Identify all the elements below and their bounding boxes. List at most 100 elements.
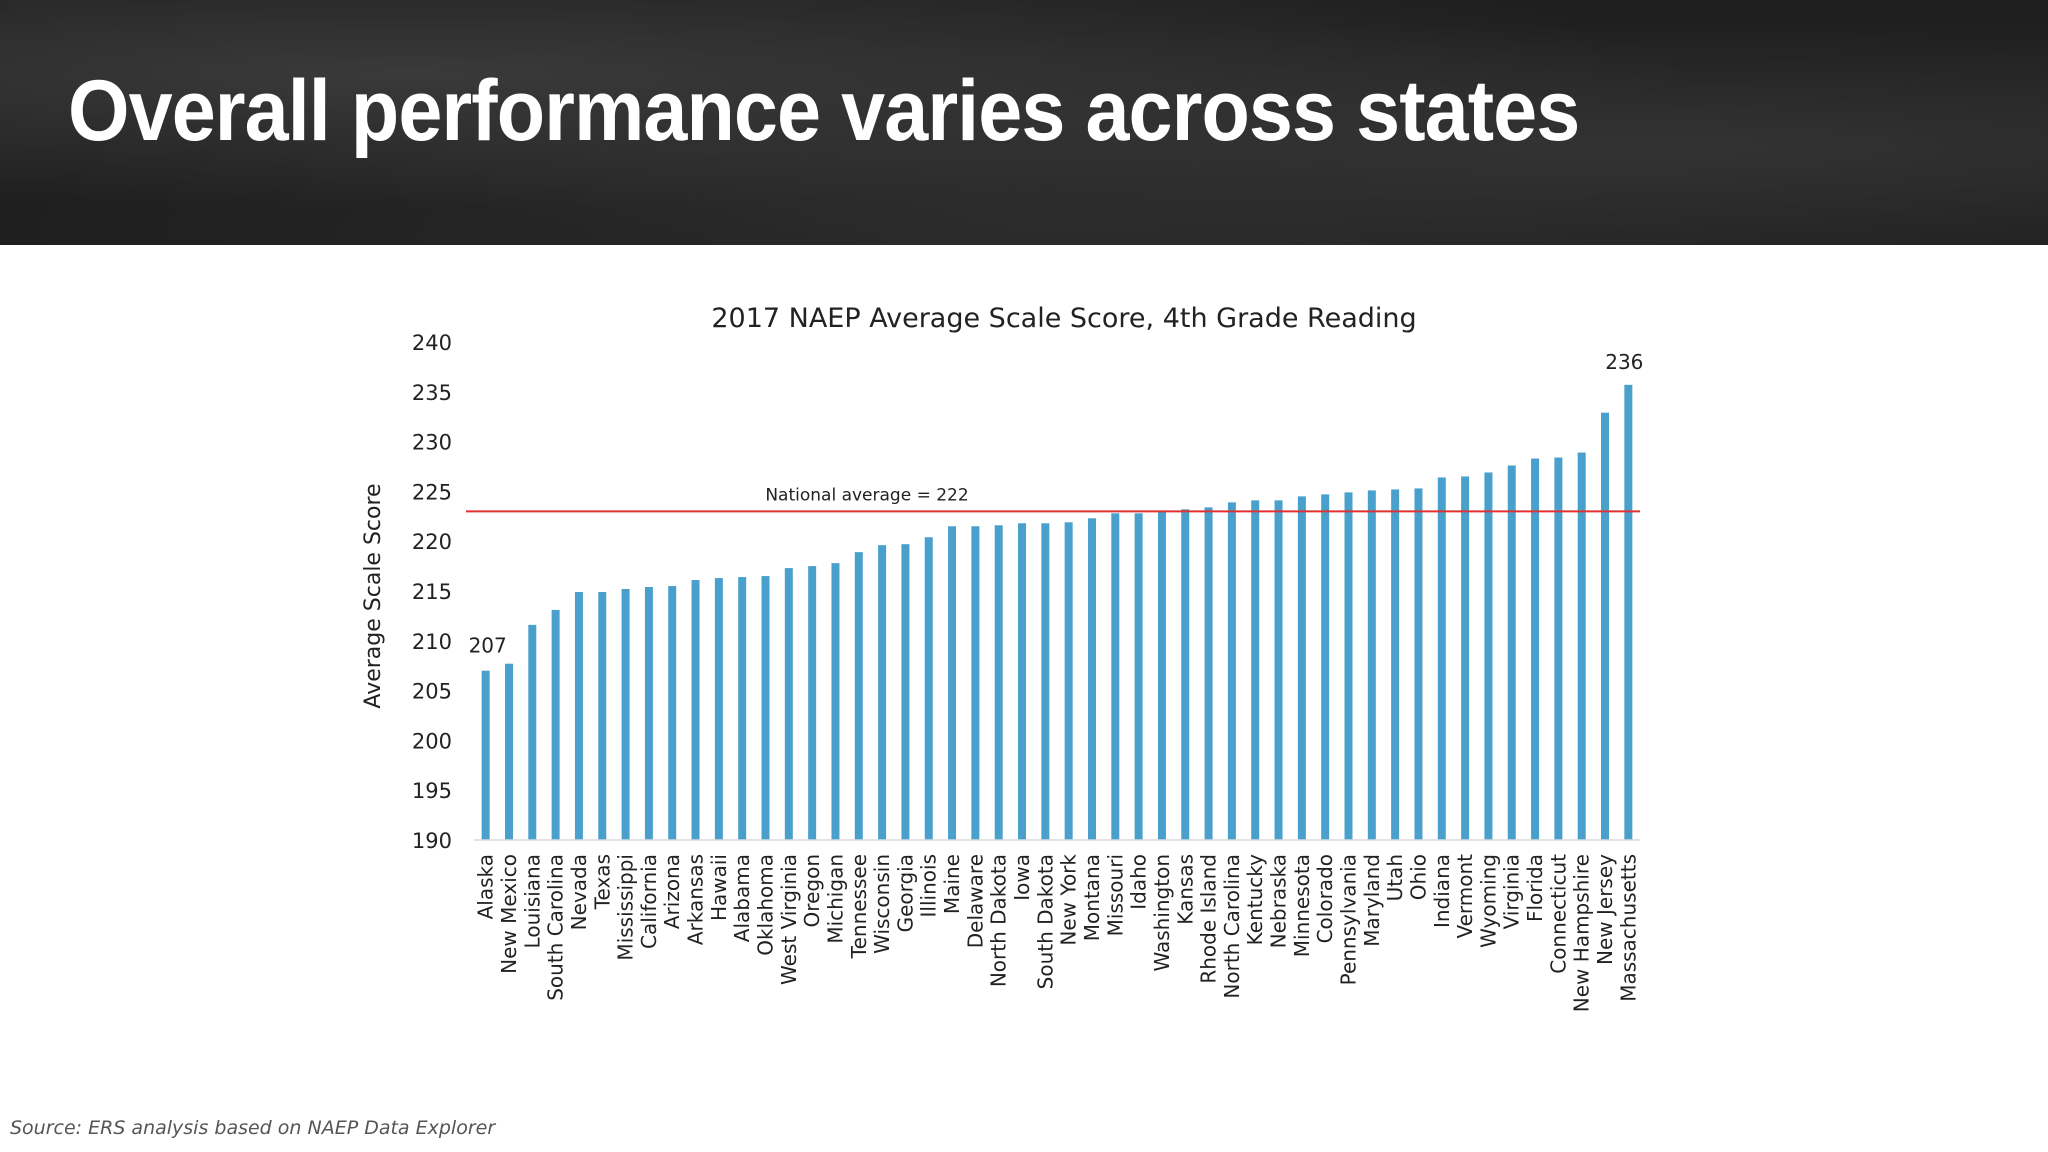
bar: [668, 586, 677, 840]
y-tick-label: 195: [412, 779, 452, 803]
x-tick-label: Arkansas: [684, 854, 708, 945]
slide-title: Overall performance varies across states: [68, 63, 1580, 159]
y-tick-label: 215: [412, 580, 452, 604]
x-tick-label: North Dakota: [987, 854, 1011, 987]
y-tick-label: 190: [412, 829, 452, 853]
bar: [551, 609, 560, 840]
y-axis-label: Average Scale Score: [361, 483, 386, 708]
x-tick-label: Nevada: [567, 854, 591, 930]
x-tick-label: Illinois: [917, 854, 941, 917]
bar: [1484, 472, 1493, 840]
bar: [1227, 502, 1236, 840]
x-tick-label: Nebraska: [1267, 854, 1291, 948]
bar: [1134, 513, 1143, 840]
bar: [924, 537, 933, 840]
y-tick-label: 220: [412, 530, 452, 554]
bar: [1321, 494, 1330, 840]
bar: [901, 544, 910, 840]
bar: [831, 563, 840, 840]
x-tick-label: Massachusetts: [1616, 854, 1640, 1002]
x-tick-label: New Jersey: [1593, 854, 1617, 965]
x-tick-label: Kansas: [1173, 854, 1197, 925]
y-tick-label: 235: [412, 381, 452, 405]
bar: [1344, 492, 1353, 840]
bar-chart: 2017 NAEP Average Scale Score, 4th Grade…: [361, 303, 1644, 1013]
bar: [481, 670, 490, 840]
x-tick-label: Utah: [1383, 854, 1407, 901]
x-tick-label: Indiana: [1430, 854, 1454, 928]
bar: [1577, 452, 1586, 840]
slide-header: Overall performance varies across states: [0, 0, 2048, 245]
x-tick-label: Wyoming: [1476, 854, 1500, 948]
bar: [714, 578, 723, 840]
bar: [1461, 476, 1470, 840]
bar: [574, 591, 583, 840]
x-tick-label: New Mexico: [497, 854, 521, 974]
data-labels: 207 236: [469, 350, 1644, 658]
bar: [1181, 509, 1190, 840]
x-tick-label: Iowa: [1010, 854, 1034, 901]
x-axis-labels: Alaska New Mexico Louisiana South Carolina N…: [474, 854, 1641, 1013]
x-tick-label: Missouri: [1103, 854, 1127, 936]
x-tick-label: Arizona: [660, 854, 684, 929]
bar: [878, 545, 887, 840]
bar: [1601, 412, 1610, 840]
x-tick-label: North Carolina: [1220, 854, 1244, 999]
bar: [1414, 488, 1423, 840]
y-axis-ticks: 190 195 200 205 210 215 220 225 230 235 240: [412, 331, 452, 853]
x-tick-label: Pennsylvania: [1337, 854, 1361, 985]
bar: [1297, 496, 1306, 840]
x-tick-label: Maryland: [1360, 854, 1384, 947]
chart-title: 2017 NAEP Average Scale Score, 4th Grade…: [711, 303, 1416, 334]
bar: [644, 587, 653, 840]
data-label-last: 236: [1605, 350, 1643, 374]
x-tick-label: Texas: [590, 854, 614, 910]
bar: [1041, 523, 1050, 840]
bar: [621, 589, 630, 840]
bar: [1087, 518, 1096, 840]
x-tick-label: Colorado: [1313, 854, 1337, 943]
bar: [598, 591, 607, 840]
x-tick-label: Connecticut: [1546, 854, 1570, 974]
bar: [1274, 500, 1283, 840]
x-tick-label: Ohio: [1406, 854, 1430, 900]
bar: [994, 525, 1003, 840]
x-tick-label: Maine: [940, 854, 964, 914]
x-tick-label: Washington: [1150, 854, 1174, 972]
x-tick-label: Minnesota: [1290, 854, 1314, 957]
bar: [738, 577, 747, 840]
bar: [808, 566, 817, 840]
source-note: Source: ERS analysis based on NAEP Data …: [10, 1117, 496, 1139]
bar: [784, 568, 793, 840]
bar: [1437, 477, 1446, 840]
y-tick-label: 240: [412, 331, 452, 355]
y-tick-label: 205: [412, 680, 452, 704]
bar: [1204, 507, 1213, 840]
x-tick-label: Michigan: [823, 854, 847, 944]
data-label-first: 207: [469, 634, 507, 658]
bar: [1367, 490, 1376, 840]
x-tick-label: Alabama: [730, 854, 754, 942]
y-tick-label: 225: [412, 480, 452, 504]
bar: [1554, 457, 1563, 840]
bar: [1251, 500, 1260, 840]
y-tick-label: 210: [412, 630, 452, 654]
x-tick-label: Virginia: [1500, 854, 1524, 929]
bars: [481, 384, 1633, 840]
x-tick-label: Vermont: [1453, 854, 1477, 939]
x-tick-label: Hawaii: [707, 854, 731, 921]
bar: [1507, 465, 1516, 840]
bar: [504, 663, 513, 840]
x-tick-label: West Virginia: [777, 854, 801, 985]
bar: [761, 576, 770, 840]
x-tick-label: Alaska: [474, 854, 498, 919]
x-tick-label: Florida: [1523, 854, 1547, 922]
bar: [948, 526, 957, 840]
x-tick-label: Delaware: [963, 854, 987, 948]
x-tick-label: Wisconsin: [870, 854, 894, 954]
bar: [1064, 522, 1073, 840]
x-tick-label: California: [637, 854, 661, 949]
national-average-label: National average = 222: [765, 485, 968, 505]
x-tick-label: Rhode Island: [1197, 854, 1221, 984]
bar: [1531, 458, 1540, 840]
